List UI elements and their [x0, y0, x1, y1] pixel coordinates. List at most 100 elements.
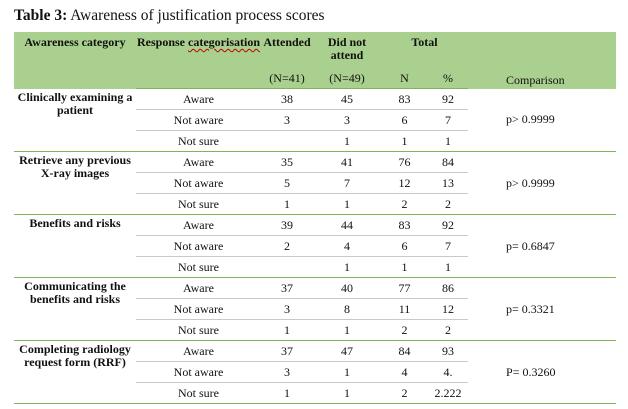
- pct-cell: 2: [428, 193, 469, 215]
- header-blank: [136, 68, 261, 89]
- n-cell: 6: [381, 109, 428, 131]
- table-row: Not sure 1 1 2 2: [14, 193, 616, 215]
- table-row: Benefits and risks Aware 39 44 83 92 p= 0.6847: [14, 214, 617, 278]
- header-attended: Attended: [261, 32, 313, 68]
- attended-cell: 35: [261, 151, 313, 173]
- not-attend-cell: 1: [313, 319, 381, 341]
- pct-cell: 86: [428, 277, 469, 299]
- header-total: Total: [381, 32, 469, 68]
- comparison-value: p= 0.3321: [468, 277, 617, 341]
- comparison-value: p> 0.9999: [468, 151, 617, 215]
- response-cell: Aware: [136, 88, 261, 110]
- table-row: Not sure 1 1 2 2.222: [14, 382, 616, 404]
- attended-cell: 2: [261, 235, 313, 257]
- table-row: Not aware 2 4 6 7: [14, 235, 616, 257]
- not-attend-cell: 41: [313, 151, 381, 173]
- not-attend-cell: 1: [313, 256, 381, 278]
- header-response-categorisation: Response categorisation: [136, 32, 261, 68]
- response-cell: Not aware: [136, 172, 261, 194]
- attended-cell: 1: [261, 193, 313, 215]
- awareness-category: Benefits and risks: [14, 214, 136, 278]
- response-cell: Not sure: [136, 130, 261, 152]
- pct-cell: 92: [428, 88, 469, 110]
- attended-cell: 1: [261, 319, 313, 341]
- response-cell: Not aware: [136, 235, 261, 257]
- awareness-category: Completing radiology request form (RRF): [14, 340, 136, 404]
- response-cell: Not sure: [136, 193, 261, 215]
- n-cell: 1: [381, 256, 428, 278]
- table-row: Communicating the benefits and risks Awar…: [14, 277, 617, 341]
- table-row: Not aware 3 3 6 7: [14, 109, 616, 131]
- attended-cell: 3: [261, 109, 313, 131]
- not-attend-cell: 47: [313, 340, 381, 362]
- response-cell: Not aware: [136, 298, 261, 320]
- table-row: Not aware 3 1 4 4.: [14, 361, 616, 383]
- header-awareness-category: Awareness category: [14, 32, 136, 89]
- pct-cell: 7: [428, 235, 469, 257]
- pct-cell: 92: [428, 214, 469, 236]
- n-cell: 2: [381, 193, 428, 215]
- caption-label: Table 3:: [14, 7, 68, 24]
- awareness-category: Retrieve any previous X-ray images: [14, 151, 136, 215]
- pct-cell: 7: [428, 109, 469, 131]
- header-n: N: [381, 68, 428, 89]
- table-row: Clinically examining a patient Aware 38 45 8…: [14, 88, 617, 152]
- response-cell: Not aware: [136, 361, 261, 383]
- response-cell: Not sure: [136, 382, 261, 404]
- attended-cell: [261, 130, 313, 152]
- n-cell: 11: [381, 298, 428, 320]
- header-did-not-attend: Did not attend: [313, 32, 381, 68]
- header-attended-n: (N=41): [261, 68, 313, 89]
- n-cell: 83: [381, 214, 428, 236]
- n-cell: 4: [381, 361, 428, 383]
- n-cell: 83: [381, 88, 428, 110]
- table-row: Completing radiology request form (RRF) A…: [14, 340, 617, 404]
- table-row: Retrieve any previous X-ray images Aware 3…: [14, 151, 617, 215]
- pct-cell: 1: [428, 256, 469, 278]
- n-cell: 77: [381, 277, 428, 299]
- not-attend-cell: 1: [313, 193, 381, 215]
- pct-cell: 1: [428, 130, 469, 152]
- response-cell: Aware: [136, 277, 261, 299]
- attended-cell: 5: [261, 172, 313, 194]
- n-cell: 2: [381, 382, 428, 404]
- table-caption: Table 3: Awareness of justification proc…: [14, 7, 325, 25]
- not-attend-cell: 1: [313, 382, 381, 404]
- pct-cell: 2.222: [428, 382, 469, 404]
- pct-cell: 4.: [428, 361, 469, 383]
- comparison-value: P= 0.3260: [468, 340, 617, 404]
- n-cell: 6: [381, 235, 428, 257]
- response-cell: Not sure: [136, 256, 261, 278]
- awareness-category: Clinically examining a patient: [14, 88, 136, 152]
- not-attend-cell: 3: [313, 109, 381, 131]
- pct-cell: 93: [428, 340, 469, 362]
- n-cell: 1: [381, 130, 428, 152]
- not-attend-cell: 4: [313, 235, 381, 257]
- header-response-text: Response categorisation: [137, 35, 260, 49]
- attended-cell: 3: [261, 361, 313, 383]
- table-row: Not sure 1 1 1: [14, 130, 616, 152]
- response-cell: Aware: [136, 151, 261, 173]
- header-did-not-attend-n: (N=49): [313, 68, 381, 89]
- n-cell: 2: [381, 319, 428, 341]
- not-attend-cell: 1: [313, 361, 381, 383]
- header-comparison: Comparison: [468, 32, 617, 89]
- table-row: Not sure 1 1 2 2: [14, 319, 616, 341]
- response-cell: Not sure: [136, 319, 261, 341]
- attended-cell: 38: [261, 88, 313, 110]
- spellcheck-underline: categorisation: [188, 35, 260, 49]
- awareness-category: Communicating the benefits and risks: [14, 277, 136, 341]
- attended-cell: 39: [261, 214, 313, 236]
- n-cell: 76: [381, 151, 428, 173]
- n-cell: 84: [381, 340, 428, 362]
- attended-cell: 37: [261, 277, 313, 299]
- not-attend-cell: 1: [313, 130, 381, 152]
- header-pct: %: [428, 68, 469, 89]
- table-row: Not aware 5 7 12 13: [14, 172, 616, 194]
- pct-cell: 2: [428, 319, 469, 341]
- attended-cell: [261, 256, 313, 278]
- attended-cell: 37: [261, 340, 313, 362]
- comparison-value: p= 0.6847: [468, 214, 617, 278]
- awareness-table: Awareness category Response categorisati…: [14, 32, 617, 404]
- attended-cell: 1: [261, 382, 313, 404]
